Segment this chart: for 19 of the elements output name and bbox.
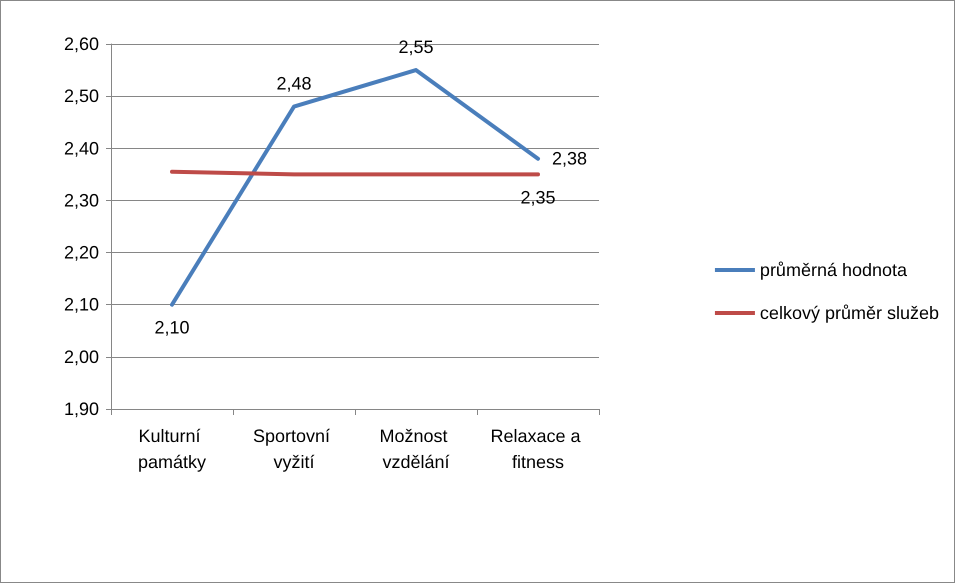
y-tick-label: 2,50 bbox=[64, 86, 99, 106]
y-tick-label: 2,40 bbox=[64, 138, 99, 158]
y-tick-label: 2,20 bbox=[64, 242, 99, 263]
data-label: 2,38 bbox=[552, 148, 588, 169]
data-label: 2,55 bbox=[398, 37, 434, 58]
legend-label: celkový průměr služeb bbox=[760, 303, 940, 323]
legend-label: průměrná hodnota bbox=[760, 260, 908, 280]
x-tick-label: Sportovní vyžití bbox=[252, 426, 336, 472]
y-tick-label: 2,30 bbox=[64, 190, 99, 210]
x-tick-label: Relaxace a fitness bbox=[490, 426, 586, 472]
data-label: 2,35 bbox=[520, 187, 556, 208]
x-tick-label: Možnost vzdělání bbox=[379, 426, 453, 472]
y-tick-label: 2,00 bbox=[64, 346, 99, 367]
data-label: 2,10 bbox=[154, 318, 190, 338]
y-tick-label: 2,10 bbox=[64, 294, 99, 315]
y-tick-label: 2,60 bbox=[64, 34, 99, 54]
y-tick-label: 1,90 bbox=[64, 399, 99, 419]
x-tick-label: Kulturní památky bbox=[138, 426, 206, 472]
data-label: 2,48 bbox=[276, 74, 312, 94]
